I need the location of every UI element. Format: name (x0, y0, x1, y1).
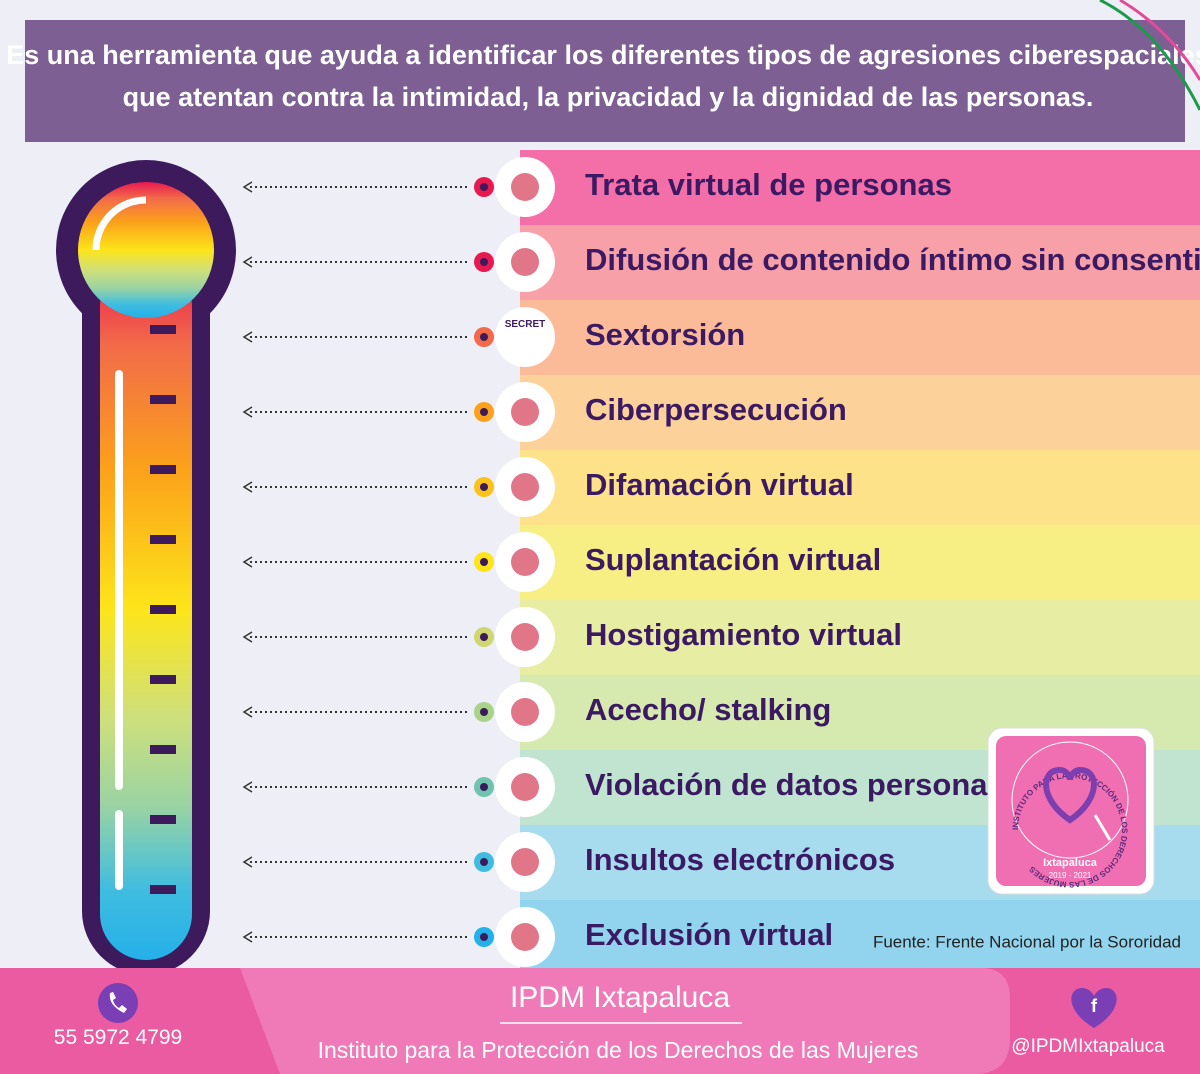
dot-center (480, 933, 488, 941)
footer-title: IPDM Ixtapaluca (510, 981, 730, 1014)
arrow-head (242, 856, 253, 868)
dot-center (480, 408, 488, 416)
dot-center (480, 633, 488, 641)
dot-center (480, 558, 488, 566)
item-label: Suplantación virtual (585, 542, 881, 577)
tick (150, 605, 176, 614)
row-band (520, 450, 1200, 525)
logo-name: Ixtapaluca (1043, 857, 1098, 869)
dot-center (480, 258, 488, 266)
arrow-head (242, 181, 253, 193)
rows: Trata virtual de personas Difusión de con… (242, 150, 1200, 975)
thermo-ticks (150, 325, 176, 894)
footer-subtitle: Instituto para la Protección de los Dere… (318, 1037, 919, 1063)
icon-shape (511, 698, 539, 726)
item-label: Violación de datos personales (585, 767, 1031, 802)
icon-shape (511, 773, 539, 801)
header-box (25, 20, 1185, 142)
icon-shape (511, 323, 539, 351)
row-band (520, 375, 1200, 450)
icon-shape (511, 473, 539, 501)
header-text: Es una herramienta que ayuda a identific… (6, 40, 1200, 70)
icon-shape (511, 848, 539, 876)
item-label: Sextorsión (585, 317, 745, 352)
item-label: Acecho/ stalking (585, 692, 831, 727)
thermometer (56, 160, 236, 975)
arrow-head (242, 781, 253, 793)
row-band (520, 300, 1200, 375)
icon-shape (511, 248, 539, 276)
dot-center (480, 783, 488, 791)
source: Fuente: Frente Nacional por la Sororidad (873, 932, 1181, 951)
arrow-head (242, 931, 253, 943)
facebook-icon[interactable]: f (1091, 996, 1098, 1016)
icon-shape (511, 173, 539, 201)
item-label: Exclusión virtual (585, 917, 833, 952)
dot-center (480, 858, 488, 866)
row-band (520, 150, 1200, 225)
dot-center (480, 183, 488, 191)
phone: 55 5972 4799 (54, 1026, 182, 1049)
item-label: Ciberpersecución (585, 392, 847, 427)
arrow-head (242, 631, 253, 643)
tick (150, 815, 176, 824)
row-band (520, 525, 1200, 600)
row-band (520, 600, 1200, 675)
dot-center (480, 333, 488, 341)
arrow-head (242, 706, 253, 718)
item-label: Trata virtual de personas (585, 167, 952, 202)
row-band (520, 225, 1200, 300)
header-text: que atentan contra la intimidad, la priv… (123, 82, 1094, 112)
item-label: Hostigamiento virtual (585, 617, 902, 652)
icon-text: SECRET (505, 319, 546, 330)
arrow-head (242, 331, 253, 343)
tick (150, 885, 176, 894)
tick (150, 745, 176, 754)
icon-shape (511, 923, 539, 951)
tick (150, 675, 176, 684)
item-label: Difusión de contenido íntimo sin consent… (585, 242, 1200, 277)
row-band (520, 900, 1200, 975)
arrow-head (242, 481, 253, 493)
item-label: Insultos electrónicos (585, 842, 895, 877)
icon-shape (511, 548, 539, 576)
social-handle[interactable]: @IPDMIxtapaluca (1011, 1036, 1165, 1057)
arrow-head (242, 556, 253, 568)
icon-shape (511, 398, 539, 426)
logo-years: 2019 - 2021 (1049, 871, 1092, 880)
item-label: Difamación virtual (585, 467, 854, 502)
icon-shape (511, 623, 539, 651)
tick (150, 535, 176, 544)
tick (150, 395, 176, 404)
logo: INSTITUTO PARA LA PROTECCIÓN DE LOS DERE… (987, 727, 1155, 895)
dot-center (480, 708, 488, 716)
arrow-head (242, 406, 253, 418)
footer: 55 5972 4799 IPDM Ixtapaluca Instituto p… (0, 968, 1200, 1074)
arrow-head (242, 256, 253, 268)
tick (150, 325, 176, 334)
dot-center (480, 483, 488, 491)
tick (150, 465, 176, 474)
